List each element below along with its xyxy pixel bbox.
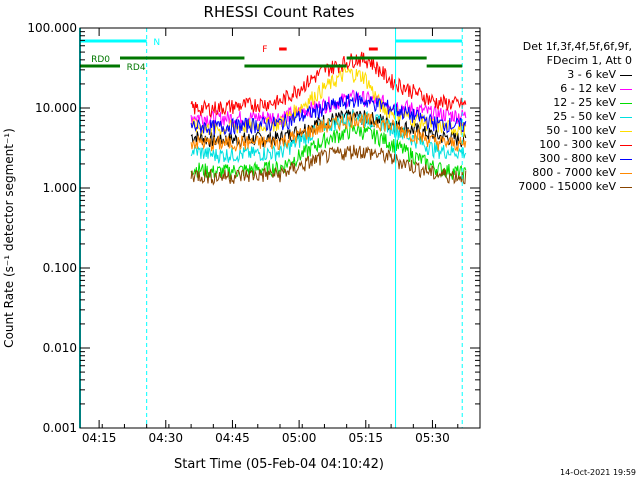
x-tick-label: 05:30	[415, 431, 450, 445]
legend-entry: 7000 - 15000 keV	[480, 180, 632, 194]
legend-entry: 25 - 50 keV	[480, 110, 632, 124]
axes-ticks: 04:15 04:30 04:45 05:00 05:15 05:30 0.001 0.010…	[27, 21, 481, 445]
y-tick-label: 0.001	[43, 421, 77, 435]
x-tick-label: 04:15	[82, 431, 117, 445]
y-axis-label: Count Rate (s⁻¹ detector segment⁻¹)	[2, 128, 16, 348]
flag-label-rd0: RD0	[91, 55, 110, 65]
legend-entry-label: 3 - 6 keV	[567, 68, 616, 81]
legend-swatch	[620, 172, 632, 174]
chart-title: RHESSI Count Rates	[204, 3, 355, 21]
legend-entry: 50 - 100 keV	[480, 124, 632, 138]
legend-entry-label: 300 - 800 keV	[539, 152, 616, 165]
legend-entry: 300 - 800 keV	[480, 152, 632, 166]
series-line-3	[190, 123, 467, 182]
legend-swatch	[620, 88, 632, 90]
y-tick-label: 100.000	[27, 21, 77, 35]
legend-header-line1: Det 1f,3f,4f,5f,6f,9f,	[522, 40, 632, 53]
flag-label-rd4: RD4	[127, 63, 146, 73]
timestamp: 14-Oct-2021 19:59	[560, 468, 636, 477]
legend: Det 1f,3f,4f,5f,6f,9f, FDecim 1, Att 0 3…	[480, 40, 632, 194]
x-tick-label: 05:00	[282, 431, 317, 445]
y-tick-label: 1.000	[43, 181, 77, 195]
series-line-6	[190, 51, 467, 119]
series-line-5	[190, 67, 467, 138]
legend-swatch	[620, 186, 632, 188]
series-line-8	[190, 111, 467, 152]
x-tick-label: 05:15	[348, 431, 383, 445]
legend-entry-label: 7000 - 15000 keV	[518, 180, 616, 193]
legend-swatch	[620, 158, 632, 160]
legend-swatch	[620, 102, 632, 104]
legend-entry: 12 - 25 keV	[480, 96, 632, 110]
series-line-7	[190, 90, 467, 136]
x-tick-label: 04:45	[215, 431, 250, 445]
legend-entry-label: 6 - 12 keV	[560, 82, 616, 95]
legend-entry-label: 100 - 300 keV	[539, 138, 616, 151]
y-tick-label: 0.100	[43, 261, 77, 275]
legend-swatch	[620, 116, 632, 118]
x-tick-label: 04:30	[148, 431, 183, 445]
flag-label-f: F	[262, 45, 267, 55]
y-tick-label: 0.010	[43, 341, 77, 355]
legend-swatch	[620, 130, 632, 132]
legend-header-line2: FDecim 1, Att 0	[546, 54, 632, 67]
legend-swatch	[620, 74, 632, 76]
legend-entry: 3 - 6 keV	[480, 68, 632, 82]
plot-frame	[79, 27, 481, 429]
legend-entry-label: 50 - 100 keV	[546, 124, 616, 137]
series-line-9	[190, 144, 467, 186]
legend-entry: 800 - 7000 keV	[480, 166, 632, 180]
flag-label-n: N	[153, 38, 160, 48]
legend-entry: 100 - 300 keV	[480, 138, 632, 152]
legend-entry-label: 800 - 7000 keV	[532, 166, 616, 179]
legend-entry: 6 - 12 keV	[480, 82, 632, 96]
legend-entry-label: 12 - 25 keV	[553, 96, 616, 109]
x-axis-label: Start Time (05-Feb-04 04:10:42)	[174, 457, 384, 472]
legend-swatch	[620, 144, 632, 146]
legend-entry-label: 25 - 50 keV	[553, 110, 616, 123]
y-tick-label: 10.000	[35, 101, 77, 115]
